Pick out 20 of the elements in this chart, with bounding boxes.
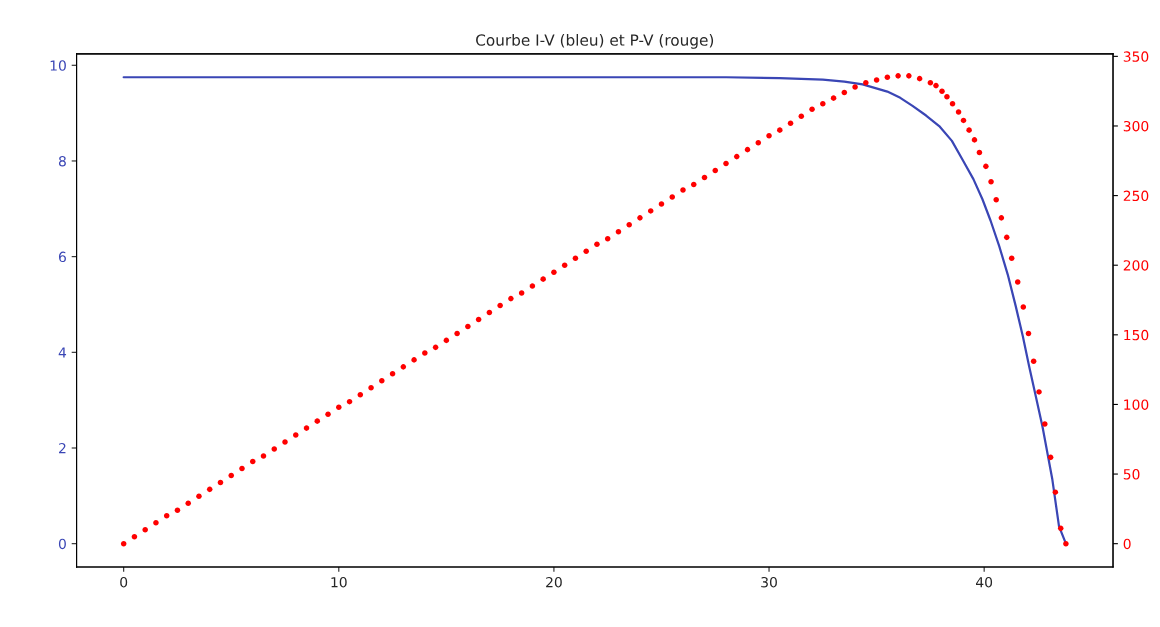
x-tick-label: 40 bbox=[976, 576, 993, 588]
y2-tick-label: 150 bbox=[1124, 329, 1149, 341]
y2-tick-label: 50 bbox=[1123, 469, 1140, 480]
x-tick-label: 0 bbox=[120, 576, 128, 588]
y2-tick-label: 350 bbox=[1123, 51, 1149, 62]
y-tick-label: 4 bbox=[58, 347, 67, 358]
y-tick-label: 2 bbox=[59, 442, 66, 454]
chart-title: Courbe I-V (bleu) et P-V (rouge) bbox=[476, 33, 714, 49]
y-tick-label: 6 bbox=[58, 251, 66, 263]
x-tick-label: 20 bbox=[546, 576, 562, 588]
y-tick-label: 0 bbox=[58, 538, 66, 550]
y-tick-label: 8 bbox=[58, 155, 66, 167]
x-tick-label: 10 bbox=[331, 576, 347, 588]
y-tick-label: 10 bbox=[50, 60, 66, 71]
y2-tick-label: 200 bbox=[1123, 260, 1149, 271]
y2-tick-label: 0 bbox=[1123, 538, 1131, 550]
y2-tick-label: 100 bbox=[1124, 399, 1149, 410]
y2-tick-label: 300 bbox=[1123, 120, 1149, 132]
x-tick-label: 30 bbox=[761, 576, 777, 588]
y2-tick-label: 250 bbox=[1123, 190, 1149, 202]
